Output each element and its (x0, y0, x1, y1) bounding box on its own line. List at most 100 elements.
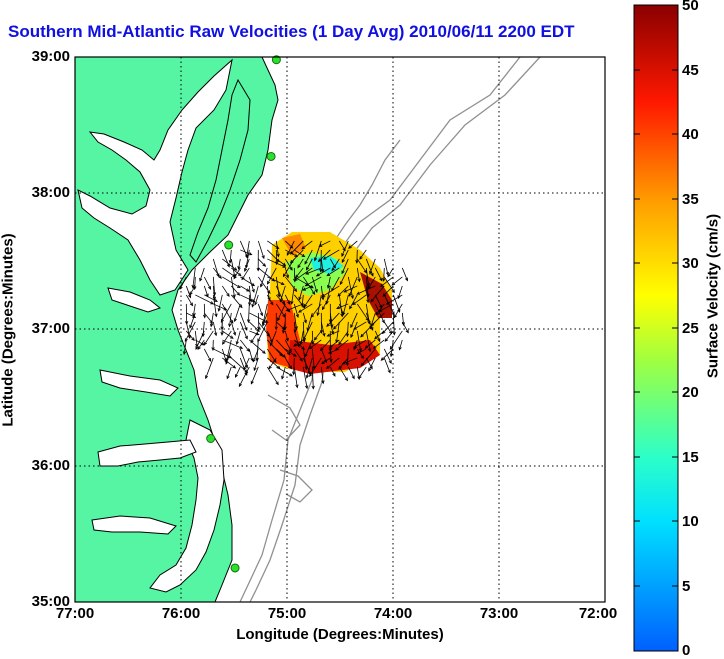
velocity-arrow-head (189, 324, 193, 329)
station-marker (271, 55, 281, 65)
velocity-arrow-head (228, 355, 233, 359)
velocity-arrow (347, 348, 349, 366)
velocity-arrow-head (311, 385, 315, 390)
velocity-arrow (393, 303, 403, 318)
velocity-arrow (254, 294, 259, 305)
velocity-arrow-head (318, 243, 323, 247)
velocity-arrow (275, 285, 285, 305)
velocity-arrow (297, 258, 304, 268)
velocity-arrow (293, 357, 295, 375)
velocity-arrow (179, 276, 187, 290)
velocity-arrow (194, 330, 198, 347)
velocity-arrow-head (293, 329, 297, 334)
velocity-arrow-head (304, 385, 309, 390)
velocity-arrow-head (288, 365, 292, 370)
velocity-arrow (302, 312, 307, 323)
velocity-arrow-head (405, 329, 409, 334)
velocity-arrow-head (282, 264, 287, 268)
velocity-arrow (390, 339, 394, 357)
velocity-arrow (240, 249, 252, 256)
velocity-arrow-head (327, 350, 332, 354)
velocity-arrow-head (286, 252, 290, 256)
albemarle-sound (97, 439, 197, 467)
plot-frame (74, 56, 606, 603)
velocity-arrow (248, 348, 253, 361)
velocity-arrow (285, 249, 298, 257)
velocity-arrow (184, 321, 196, 342)
velocity-arrow (277, 303, 286, 321)
velocity-arrow-head (344, 377, 348, 382)
velocity-arrow (212, 276, 216, 296)
velocity-arrow (380, 348, 394, 361)
velocity-arrow-head (319, 330, 324, 334)
velocity-arrow-head (374, 335, 378, 340)
velocity-arrow (253, 357, 259, 371)
velocity-arrow (320, 321, 325, 337)
velocity-arrow (298, 285, 304, 300)
velocity-arrow (213, 348, 232, 359)
velocity-arrow-head (203, 314, 207, 319)
velocity-arrow-head (375, 311, 379, 316)
velocity-arrow (382, 321, 394, 334)
velocity-arrow-head (353, 326, 357, 330)
velocity-arrow-head (228, 259, 232, 264)
velocity-arrow-head (356, 350, 361, 355)
velocity-arrow (356, 267, 360, 282)
velocity-arrow-head (382, 278, 386, 282)
velocity-arrow (322, 294, 331, 310)
velocity-arrow-head (211, 347, 215, 352)
velocity-arrow (306, 258, 313, 270)
velocity-arrow (311, 330, 314, 344)
colorbar-tick-label: 35 (682, 191, 699, 208)
velocity-arrow (185, 294, 193, 306)
velocity-arrow (338, 330, 349, 345)
velocity-arrow-head (341, 270, 345, 275)
velocity-arrow-head (201, 342, 206, 346)
velocity-arrow-head (214, 332, 218, 337)
velocity-arrow (192, 267, 196, 288)
velocity-arrow-head (232, 294, 236, 299)
velocity-arrow-head (319, 347, 324, 352)
velocity-arrow (240, 285, 250, 292)
velocity-arrow (373, 339, 385, 349)
velocity-arrow (286, 303, 304, 312)
velocity-arrow (251, 285, 259, 307)
velocity-arrow-head (248, 252, 253, 256)
velocity-arrow-head (288, 348, 292, 353)
velocity-arrow-head (289, 266, 293, 271)
velocity-arrow (336, 321, 340, 343)
velocity-arrow-head (388, 360, 392, 364)
colorbar-tick-label: 30 (682, 255, 699, 272)
velocity-arrow (284, 276, 297, 292)
velocity-arrow-head (379, 283, 384, 288)
velocity-arrow-head (398, 346, 402, 351)
velocity-arrow (248, 303, 250, 323)
velocity-arrow-head (271, 278, 276, 282)
velocity-arrow-head (191, 284, 195, 289)
velocity-arrow (329, 321, 334, 334)
velocity-arrow (195, 330, 205, 350)
velocity-arrow (320, 285, 324, 300)
velocity-arrow (300, 330, 304, 345)
velocity-arrow (266, 330, 273, 343)
velocity-arrow-head (204, 375, 209, 380)
velocity-arrow-head (377, 338, 381, 343)
velocity-arrow (321, 357, 331, 364)
velocity-arrow (383, 267, 385, 281)
velocity-arrow-head (228, 323, 232, 328)
velocity-arrow-head (326, 323, 330, 327)
velocity-arrow (365, 357, 373, 369)
velocity-arrow-head (404, 277, 409, 282)
velocity-arrow (341, 258, 349, 274)
colorbar-tick-label: 40 (682, 126, 699, 143)
velocity-arrow (349, 294, 358, 309)
velocity-arrow (336, 303, 349, 309)
velocity-arrow (260, 267, 268, 287)
velocity-arrow (276, 339, 291, 355)
velocity-arrow (258, 258, 266, 267)
velocity-arrow-head (226, 293, 230, 297)
velocity-arrow (192, 303, 196, 317)
velocity-arrow-head (332, 373, 336, 377)
velocity-arrow-head (378, 308, 383, 312)
river-2 (91, 515, 177, 535)
